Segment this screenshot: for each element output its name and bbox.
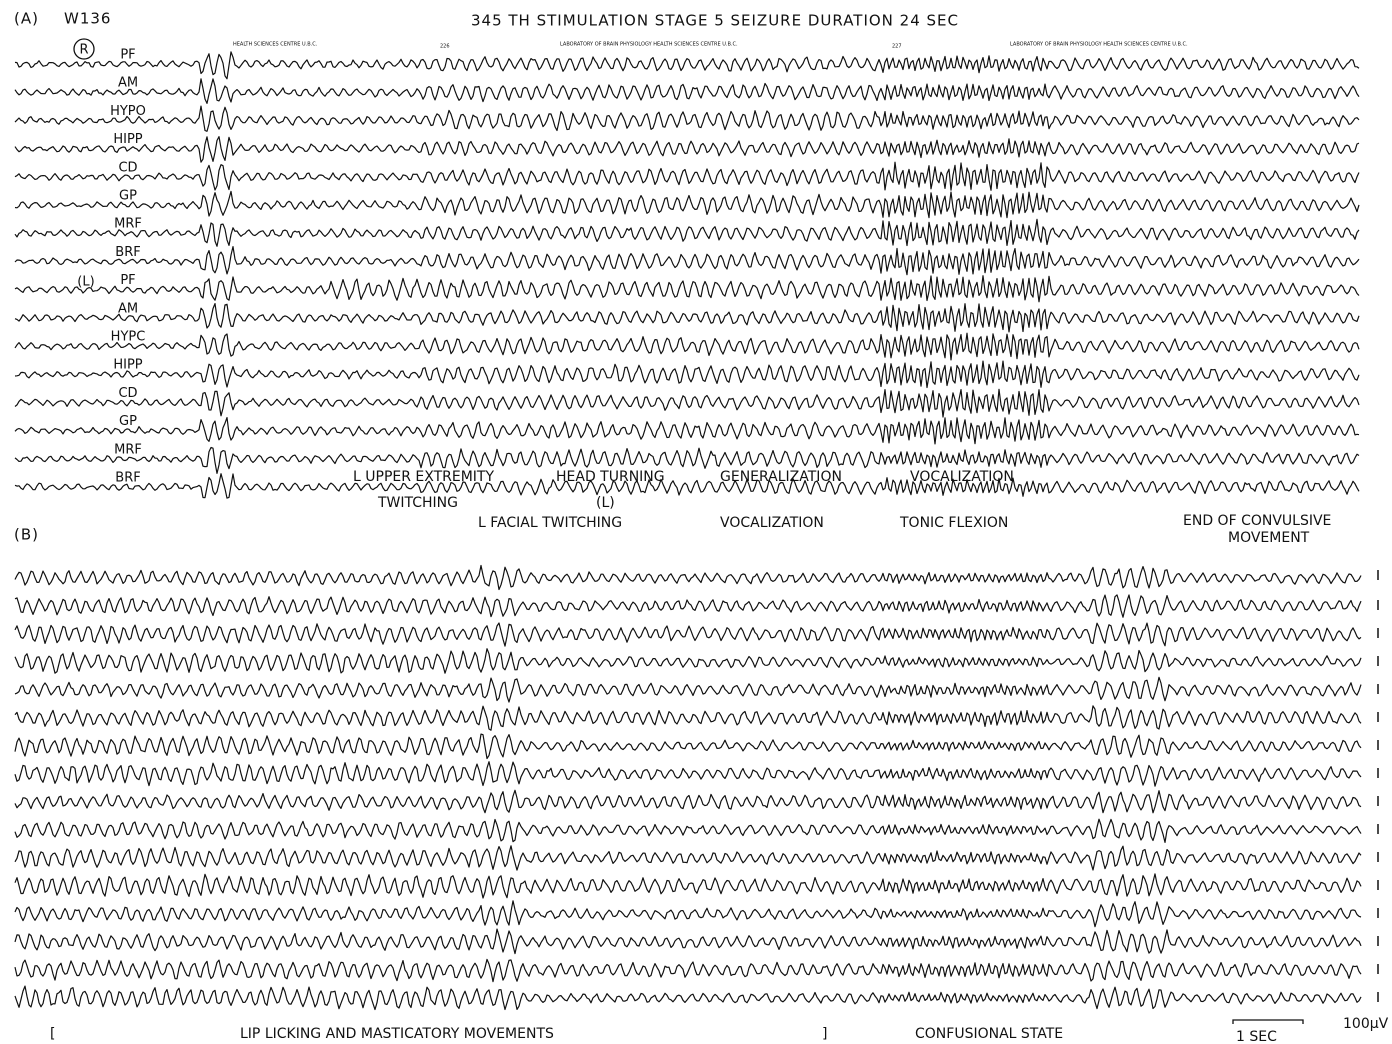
channel-label: CD (118, 160, 137, 175)
eeg-trace (14, 161, 1360, 191)
event: VOCALIZATION (720, 515, 824, 531)
eeg-trace (14, 246, 1360, 276)
stamp: 227 (892, 44, 902, 50)
panel-label: (A) (14, 10, 39, 28)
channel-label: GP (119, 414, 137, 429)
subject-id: W136 (64, 10, 111, 28)
event: VOCALIZATION (910, 469, 1014, 485)
channel-label: BRF (115, 245, 140, 260)
channel-label: MRF (114, 217, 142, 232)
side-label: R (79, 43, 88, 58)
amplitude-scale: 100μV (1343, 1016, 1389, 1032)
panel-label: (B) (14, 526, 39, 544)
eeg-trace (14, 985, 1362, 1011)
event: CONFUSIONAL STATE (915, 1026, 1063, 1042)
bracket: [ (50, 1026, 55, 1042)
channel-label: PF (120, 273, 135, 288)
eeg-trace (14, 676, 1362, 703)
eeg-trace (14, 845, 1362, 871)
eeg-trace (14, 818, 1362, 843)
event: END OF CONVULSIVE (1183, 513, 1331, 529)
eeg-trace (14, 594, 1362, 618)
event: L FACIAL TWITCHING (478, 515, 622, 531)
event: HEAD TURNING (556, 469, 665, 485)
side-circle (73, 38, 95, 60)
bracket: ] (822, 1026, 827, 1042)
eeg-trace (14, 473, 1360, 499)
channel-label: BRF (115, 471, 140, 486)
time-scale-bar (1232, 1019, 1304, 1024)
eeg-trace (14, 928, 1362, 955)
event: TWITCHING (377, 495, 458, 511)
channel-label: PF (120, 48, 135, 63)
event: L UPPER EXTREMITY (353, 469, 494, 485)
eeg-trace (14, 136, 1360, 163)
eeg-trace (14, 332, 1360, 361)
eeg-trace (14, 218, 1360, 247)
event: TONIC FLEXION (899, 515, 1008, 531)
eeg-trace (14, 705, 1362, 731)
channel-label: HIPP (113, 358, 142, 373)
eeg-trace (14, 190, 1360, 219)
eeg-trace (14, 275, 1360, 303)
eeg-trace (14, 622, 1362, 647)
eeg-trace (14, 789, 1362, 814)
side-label: (L) (77, 275, 94, 290)
eeg-trace (14, 873, 1362, 899)
eeg-trace (14, 417, 1360, 445)
eeg-trace (14, 446, 1360, 474)
stamp: LABORATORY OF BRAIN PHYSIOLOGY HEALTH SC… (560, 42, 738, 48)
event: (L) (596, 495, 615, 511)
channel-label: HYPC (111, 330, 146, 345)
event: GENERALIZATION (720, 469, 842, 485)
channel-label: MRF (114, 442, 142, 457)
eeg-trace (14, 958, 1362, 983)
eeg-trace (14, 564, 1362, 591)
channel-label: CD (118, 386, 137, 401)
stamp: LABORATORY OF BRAIN PHYSIOLOGY HEALTH SC… (1010, 42, 1188, 48)
channel-label: HYPO (110, 104, 146, 119)
eeg-trace (14, 648, 1362, 674)
event: LIP LICKING AND MASTICATORY MOVEMENTS (240, 1026, 554, 1042)
eeg-trace (14, 360, 1360, 389)
eeg-trace (14, 761, 1362, 787)
eeg-traces (14, 51, 1362, 1011)
channel-label: AM (118, 301, 138, 316)
eeg-trace (14, 303, 1360, 333)
stamp: 226 (440, 44, 450, 50)
channel-labels: PF AM HYPO HIPP CD GP MRF BRF PF AM HYPC HIPP CD GP MR… (110, 48, 146, 486)
time-scale: 1 SEC (1236, 1029, 1277, 1044)
eeg-trace (14, 388, 1360, 418)
stamp: HEALTH SCIENCES CENTRE U.B.C. (233, 42, 318, 48)
figure-title: 345 TH STIMULATION STAGE 5 SEIZURE DURAT… (471, 12, 959, 30)
channel-label: HIPP (113, 132, 142, 147)
eeg-trace (14, 900, 1362, 928)
channel-label: AM (118, 76, 138, 91)
channel-label: GP (119, 189, 137, 204)
eeg-trace (14, 105, 1360, 132)
eeg-trace (14, 733, 1362, 760)
eeg-trace (14, 51, 1360, 80)
eeg-trace (14, 78, 1360, 104)
event: MOVEMENT (1228, 530, 1310, 546)
